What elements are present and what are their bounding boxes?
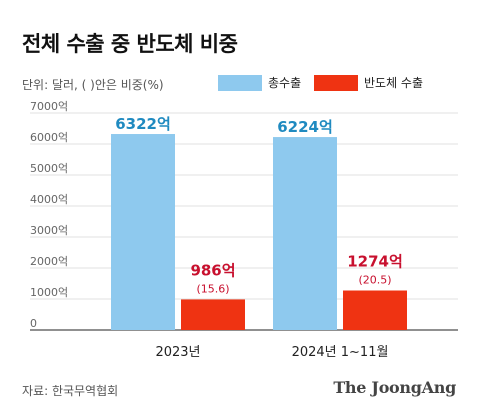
legend-swatch-semiconductor-exports (314, 74, 358, 91)
legend-item-semiconductor-exports: 반도체 수출 (314, 74, 423, 91)
x-category-label: 2024년 1~11월 (292, 345, 389, 360)
data-label-total-exports: 6322억 (115, 115, 171, 133)
unit-note: 단위: 달러, ( )안은 비중(%) (22, 78, 164, 92)
y-tick-label: 0 (30, 317, 37, 330)
y-tick-label: 7000억 (30, 100, 68, 113)
y-tick-label: 5000억 (30, 162, 68, 175)
bar-semiconductor-exports (181, 299, 245, 330)
bar-total-exports (111, 134, 175, 330)
legend-label-total-exports: 총수출 (268, 76, 302, 90)
legend-swatch-total-exports (218, 74, 262, 91)
bar-total-exports (273, 137, 337, 330)
legend-label-semiconductor-exports: 반도체 수출 (364, 76, 424, 90)
chart-title: 전체 수출 중 반도체 비중 (22, 32, 238, 56)
x-category-label: 2023년 (155, 345, 200, 360)
data-label-semiconductor-exports: 986억 (190, 261, 235, 279)
y-tick-label: 4000억 (30, 193, 68, 206)
data-label-semiconductor-exports: 1274억 (347, 253, 403, 271)
bar-semiconductor-exports (343, 290, 407, 330)
share-label-semiconductor: (20.5) (358, 274, 391, 287)
publisher-logo: The JoongAng (333, 378, 456, 397)
share-label-semiconductor: (15.6) (196, 282, 229, 295)
legend-item-total-exports: 총수출 (218, 74, 301, 91)
y-tick-label: 2000억 (30, 255, 68, 268)
source-note: 자료: 한국무역협회 (22, 384, 119, 398)
y-tick-label: 1000억 (30, 286, 68, 299)
y-tick-label: 6000억 (30, 131, 68, 144)
y-tick-label: 3000억 (30, 224, 68, 237)
data-label-total-exports: 6224억 (277, 118, 333, 136)
